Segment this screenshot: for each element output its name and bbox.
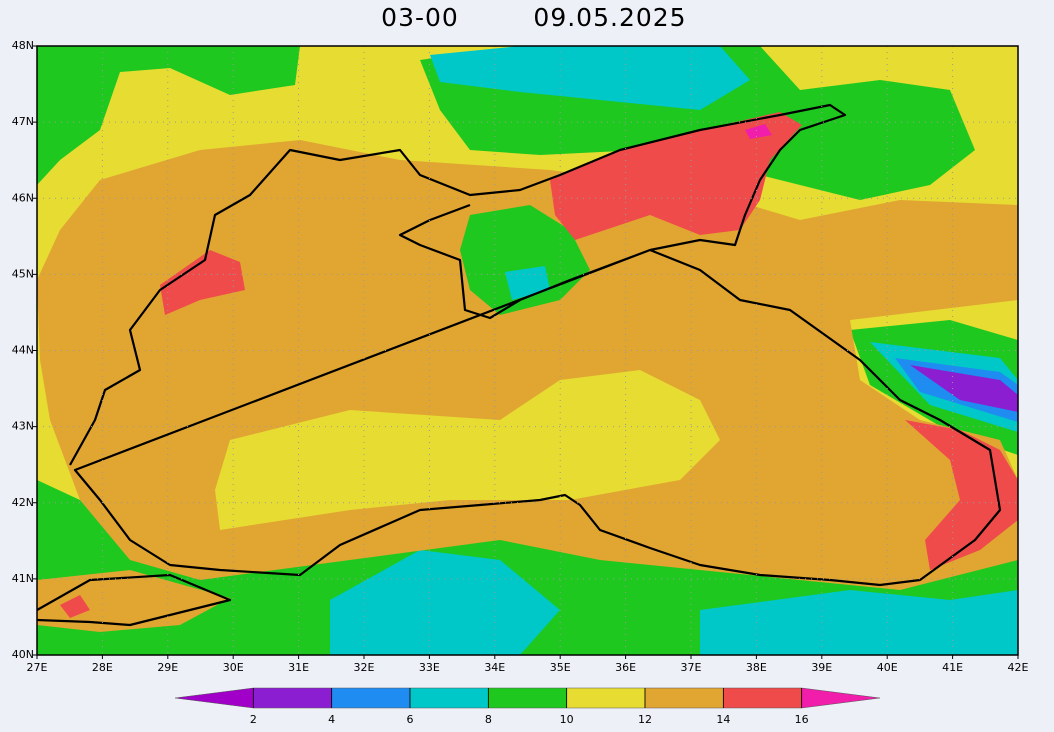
- lat-tick-label: 42N: [12, 496, 34, 509]
- lat-tick-label: 40N: [12, 648, 34, 661]
- title-time: 03-00: [381, 3, 459, 32]
- field-region: [460, 205, 590, 315]
- colorbar-segment: [253, 687, 332, 709]
- colorbar: 2 4 6 8 10 12 14 16: [174, 687, 881, 726]
- field-region: [215, 370, 720, 530]
- field-region: [160, 250, 245, 315]
- lon-tick-label: 42E: [1008, 661, 1029, 674]
- field-region: [700, 590, 1018, 655]
- colorbar-label: 14: [716, 713, 730, 726]
- field-region: [745, 124, 772, 139]
- colorbar-segment: [331, 687, 411, 709]
- lon-tick-label: 32E: [354, 661, 375, 674]
- lon-tick-label: 35E: [550, 661, 571, 674]
- colorbar-label: 8: [485, 713, 492, 726]
- lon-tick-label: 31E: [288, 661, 309, 674]
- lat-tick-label: 41N: [12, 572, 34, 585]
- field-region: [430, 46, 750, 110]
- colorbar-segment: [566, 687, 646, 709]
- lat-tick-label: 45N: [12, 267, 34, 280]
- plot-frame: [36, 45, 1019, 656]
- field-region: [910, 365, 1018, 412]
- lon-tick-label: 34E: [484, 661, 505, 674]
- lon-tick-label: 39E: [811, 661, 832, 674]
- title-date: 09.05.2025: [533, 3, 686, 32]
- lon-tick-label: 38E: [746, 661, 767, 674]
- colorbar-label: 12: [638, 713, 652, 726]
- field-region: [37, 46, 300, 185]
- coastline: [69, 103, 1002, 587]
- lat-tick-label: 46N: [12, 191, 34, 204]
- colorbar-label: 16: [795, 713, 809, 726]
- colorbar-segment: [409, 687, 489, 709]
- lon-tick-label: 36E: [615, 661, 636, 674]
- colorbar-label: 4: [328, 713, 335, 726]
- colorbar-label: 10: [560, 713, 574, 726]
- colorbar-segment: [723, 687, 802, 709]
- lat-tick-label: 44N: [12, 344, 34, 357]
- field-region: [550, 112, 802, 240]
- colorbar-segment: [644, 687, 724, 709]
- lat-tick-label: 43N: [12, 420, 34, 433]
- lon-tick-label: 30E: [223, 661, 244, 674]
- lon-tick-label: 29E: [157, 661, 178, 674]
- lon-tick-label: 27E: [27, 661, 48, 674]
- colorbar-segment: [488, 687, 567, 709]
- colorbar-label: 6: [407, 713, 414, 726]
- lon-tick-label: 28E: [92, 661, 113, 674]
- lat-tick-label: 47N: [12, 115, 34, 128]
- colorbar-segment: [174, 687, 254, 709]
- colorbar-label: 2: [250, 713, 257, 726]
- colorbar-segment: [801, 687, 881, 709]
- field-region: [330, 550, 560, 655]
- lon-tick-label: 41E: [942, 661, 963, 674]
- field-region: [905, 420, 1018, 570]
- lat-tick-label: 48N: [12, 39, 34, 52]
- field-region: [37, 570, 230, 632]
- lon-tick-label: 40E: [877, 661, 898, 674]
- field-region: [60, 595, 90, 618]
- lon-tick-label: 33E: [419, 661, 440, 674]
- lon-tick-label: 37E: [681, 661, 702, 674]
- temperature-field: [37, 46, 1018, 655]
